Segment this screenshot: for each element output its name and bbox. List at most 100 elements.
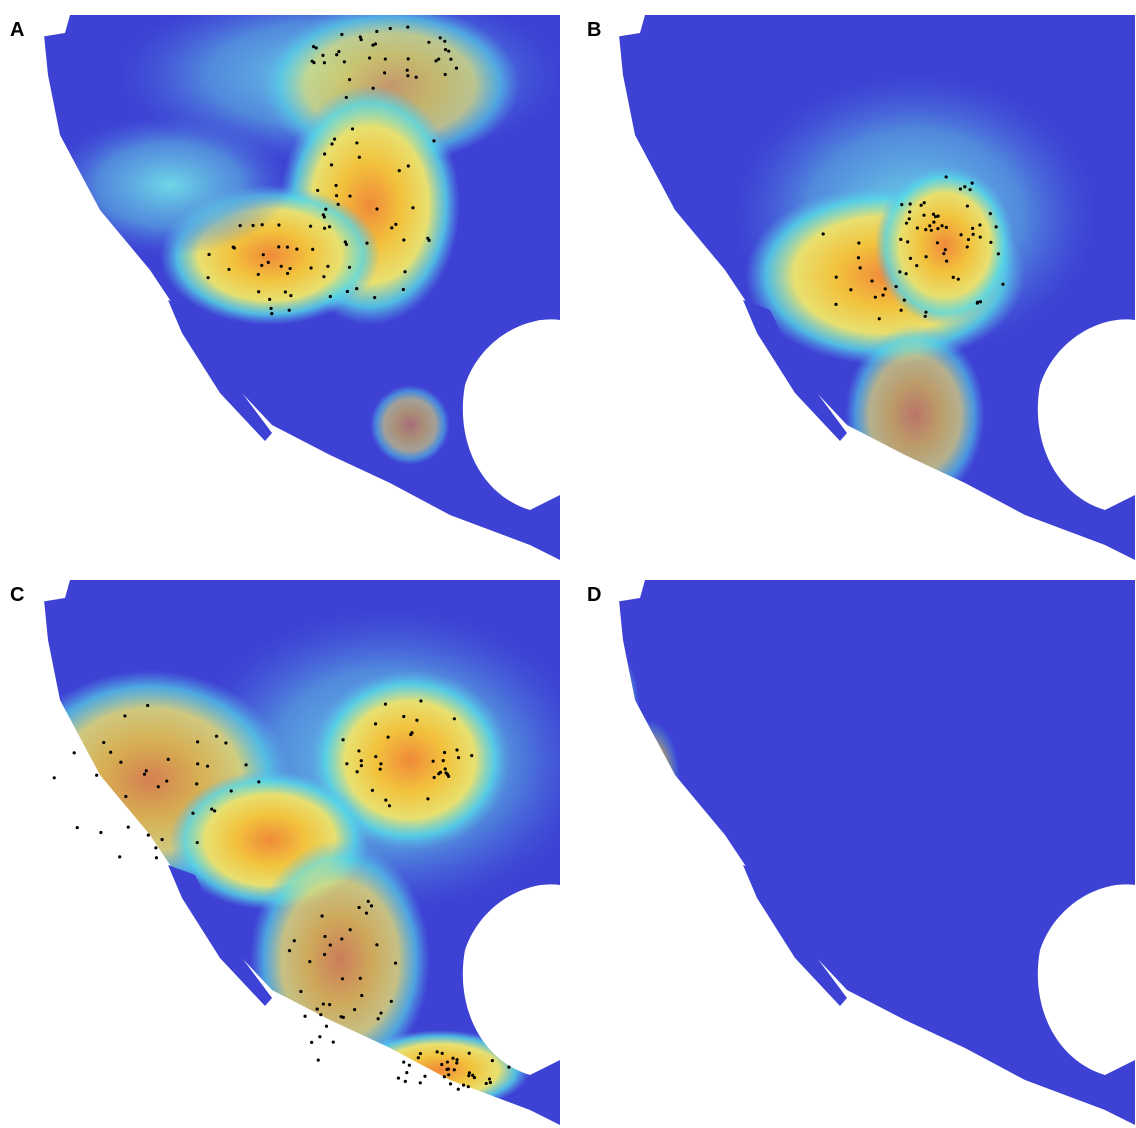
- occurrence-dot: [427, 41, 430, 44]
- occurrence-dot: [920, 204, 923, 207]
- occurrence-dot: [377, 1017, 380, 1020]
- occurrence-dot: [423, 1075, 426, 1078]
- occurrence-dot: [444, 48, 447, 51]
- occurrence-dot: [906, 240, 909, 243]
- occurrence-dot: [73, 751, 76, 754]
- occurrence-dot: [289, 294, 292, 297]
- occurrence-dot: [406, 25, 409, 28]
- occurrence-dot: [489, 1081, 492, 1084]
- occurrence-dot: [923, 201, 926, 204]
- occurrence-dot: [232, 246, 235, 249]
- occurrence-dot: [379, 762, 382, 765]
- occurrence-dot: [390, 226, 393, 229]
- occurrence-dot: [286, 272, 289, 275]
- occurrence-dot: [930, 229, 933, 232]
- occurrence-dot: [348, 194, 351, 197]
- occurrence-dot: [439, 771, 442, 774]
- occurrence-dot: [330, 142, 333, 145]
- occurrence-dot: [335, 194, 338, 197]
- occurrence-dot: [408, 1064, 411, 1067]
- occurrence-dot: [908, 210, 911, 213]
- occurrence-dot: [441, 1052, 444, 1055]
- occurrence-dot: [333, 138, 336, 141]
- occurrence-dot: [874, 296, 877, 299]
- occurrence-dot: [124, 795, 127, 798]
- occurrence-dot: [324, 208, 327, 211]
- panel-label: D: [587, 584, 601, 606]
- occurrence-dot: [267, 261, 270, 264]
- occurrence-dot: [293, 939, 296, 942]
- occurrence-dot: [434, 59, 437, 62]
- occurrence-dot: [308, 960, 311, 963]
- occurrence-dot: [340, 1015, 343, 1018]
- occurrence-dot: [936, 241, 939, 244]
- occurrence-dot: [310, 60, 313, 63]
- occurrence-dot: [328, 1003, 331, 1006]
- occurrence-dot: [447, 50, 450, 53]
- occurrence-dot: [76, 826, 79, 829]
- occurrence-dot: [976, 301, 979, 304]
- occurrence-dot: [995, 225, 998, 228]
- occurrence-dot: [455, 67, 458, 70]
- occurrence-dot: [196, 740, 199, 743]
- occurrence-dot: [210, 808, 213, 811]
- occurrence-dot: [360, 759, 363, 762]
- occurrence-dot: [351, 127, 354, 130]
- occurrence-dot: [196, 841, 199, 844]
- occurrence-dot: [834, 303, 837, 306]
- occurrence-dot: [445, 1068, 448, 1071]
- occurrence-dot: [341, 738, 344, 741]
- occurrence-dot: [326, 265, 329, 268]
- occurrence-dot: [446, 1060, 449, 1063]
- occurrence-dot: [145, 769, 148, 772]
- panel-a: [10, 0, 560, 565]
- occurrence-dot: [355, 141, 358, 144]
- occurrence-dot: [945, 175, 948, 178]
- occurrence-dot: [989, 241, 992, 244]
- occurrence-dot: [95, 774, 98, 777]
- occurrence-dot: [372, 87, 375, 90]
- occurrence-dot: [402, 715, 405, 718]
- occurrence-dot: [330, 163, 333, 166]
- occurrence-dot: [389, 27, 392, 30]
- occurrence-dot: [405, 1071, 408, 1074]
- occurrence-dot: [373, 296, 376, 299]
- occurrence-dot: [375, 943, 378, 946]
- occurrence-dot: [397, 1076, 400, 1079]
- occurrence-dot: [488, 1077, 491, 1080]
- occurrence-dot: [322, 1002, 325, 1005]
- occurrence-dot: [375, 30, 378, 33]
- occurrence-dot: [165, 779, 168, 782]
- occurrence-dot: [123, 714, 126, 717]
- occurrence-dot: [383, 71, 386, 74]
- occurrence-dot: [348, 78, 351, 81]
- occurrence-dot: [310, 1041, 313, 1044]
- occurrence-dot: [453, 1068, 456, 1071]
- occurrence-dot: [402, 1060, 405, 1063]
- occurrence-dot: [295, 248, 298, 251]
- occurrence-dot: [358, 906, 361, 909]
- occurrence-dot: [206, 765, 209, 768]
- occurrence-dot: [127, 826, 130, 829]
- occurrence-dot: [394, 223, 397, 226]
- occurrence-dot: [309, 225, 312, 228]
- occurrence-dot: [323, 152, 326, 155]
- occurrence-dot: [280, 265, 283, 268]
- occurrence-dot: [257, 273, 260, 276]
- occurrence-dot: [449, 58, 452, 61]
- occurrence-dot: [269, 307, 272, 310]
- occurrence-dot: [353, 1008, 356, 1011]
- occurrence-dot: [443, 1075, 446, 1078]
- occurrence-dot: [417, 1056, 420, 1059]
- occurrence-dot: [191, 812, 194, 815]
- occurrence-dot: [286, 246, 289, 249]
- occurrence-dot: [261, 223, 264, 226]
- occurrence-dot: [507, 1066, 510, 1069]
- occurrence-dot: [355, 287, 358, 290]
- occurrence-dot: [407, 57, 410, 60]
- occurrence-dot: [346, 290, 349, 293]
- occurrence-dot: [320, 914, 323, 917]
- occurrence-dot: [959, 187, 962, 190]
- occurrence-dot: [402, 288, 405, 291]
- occurrence-dot: [288, 267, 291, 270]
